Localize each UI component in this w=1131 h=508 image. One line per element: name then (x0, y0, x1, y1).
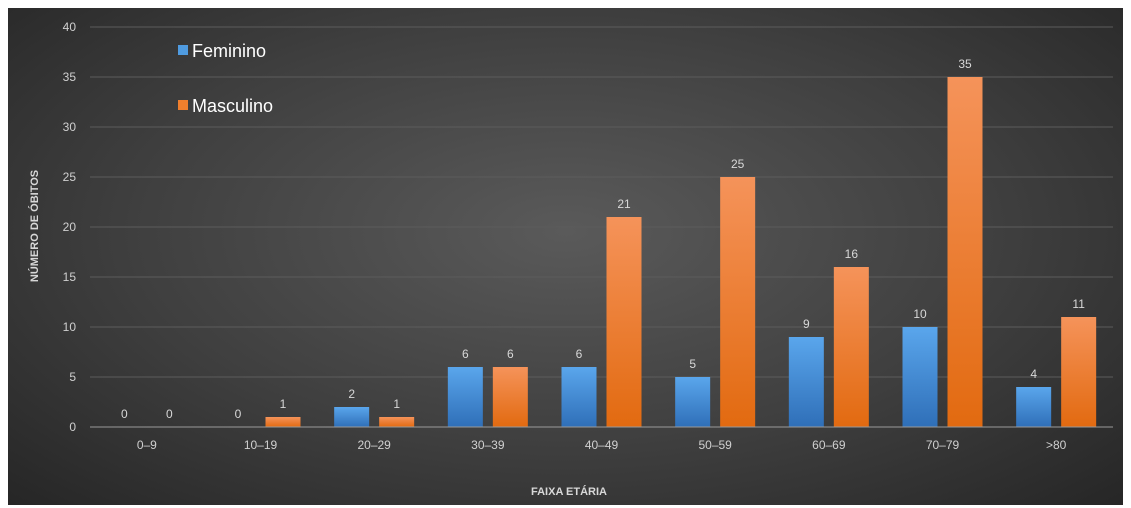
bar-masculino (1061, 317, 1097, 427)
bar-masculino (947, 77, 983, 427)
bar-feminino (561, 367, 597, 427)
y-tick-label: 10 (63, 320, 77, 334)
bar-feminino (675, 377, 711, 427)
data-label-feminino: 2 (348, 387, 355, 401)
data-label-masculino: 1 (393, 397, 400, 411)
x-tick-label: >80 (1046, 438, 1067, 452)
x-axis-ticks: 0–9 10–19 20–29 30–39 40–49 50–59 60–69 70–79 >8… (137, 438, 1067, 452)
legend-label-masculino: Masculino (192, 96, 273, 116)
y-tick-label: 35 (63, 70, 77, 84)
bar-masculino (833, 267, 869, 427)
data-label-feminino: 9 (803, 317, 810, 331)
data-label-masculino: 6 (507, 347, 514, 361)
data-label-masculino: 21 (617, 197, 631, 211)
bar-masculino (606, 217, 642, 427)
data-label-feminino: 4 (1030, 367, 1037, 381)
data-label-feminino: 6 (462, 347, 469, 361)
y-tick-label: 20 (63, 220, 77, 234)
y-tick-label: 5 (69, 370, 76, 384)
legend: Feminino Masculino (178, 41, 273, 116)
data-label-masculino: 35 (958, 57, 972, 71)
y-tick-label: 15 (63, 270, 77, 284)
data-label-masculino: 1 (280, 397, 287, 411)
x-tick-label: 10–19 (244, 438, 278, 452)
y-tick-label: 40 (63, 20, 77, 34)
x-tick-label: 60–69 (812, 438, 846, 452)
legend-swatch-feminino (178, 45, 188, 55)
legend-swatch-masculino (178, 100, 188, 110)
x-tick-label: 40–49 (585, 438, 619, 452)
x-tick-label: 30–39 (471, 438, 505, 452)
data-label-feminino: 5 (689, 357, 696, 371)
bars (265, 77, 1097, 427)
bar-feminino (1016, 387, 1052, 427)
bar-masculino (492, 367, 528, 427)
data-label-masculino: 25 (731, 157, 745, 171)
data-label-feminino: 0 (235, 407, 242, 421)
x-tick-label: 20–29 (357, 438, 391, 452)
bar-feminino (447, 367, 483, 427)
legend-label-feminino: Feminino (192, 41, 266, 61)
x-tick-label: 50–59 (698, 438, 732, 452)
y-tick-label: 25 (63, 170, 77, 184)
x-axis-title: FAIXA ETÁRIA (531, 485, 607, 498)
data-label-feminino: 0 (121, 407, 128, 421)
x-tick-label: 70–79 (926, 438, 960, 452)
bar-feminino (334, 407, 370, 427)
bar-masculino (720, 177, 756, 427)
chart-area: 0 5 10 15 20 25 30 35 40 0 0 0 1 2 1 6 6 6 21 5 25 9 16 10 35 4 1… (8, 8, 1123, 505)
bar-feminino (902, 327, 938, 427)
y-axis-title: NÚMERO DE ÓBITOS (28, 170, 41, 282)
data-label-masculino: 11 (1072, 297, 1085, 311)
data-label-masculino: 0 (166, 407, 173, 421)
gridlines (90, 26, 1113, 378)
bar-feminino (788, 337, 824, 427)
y-tick-label: 30 (63, 120, 77, 134)
bar-masculino (379, 417, 415, 427)
y-tick-label: 0 (69, 420, 76, 434)
data-label-masculino: 16 (845, 247, 859, 261)
data-label-feminino: 10 (913, 307, 927, 321)
bar-masculino (265, 417, 301, 427)
data-label-feminino: 6 (576, 347, 583, 361)
y-axis-ticks: 0 5 10 15 20 25 30 35 40 (63, 20, 77, 434)
x-tick-label: 0–9 (137, 438, 157, 452)
